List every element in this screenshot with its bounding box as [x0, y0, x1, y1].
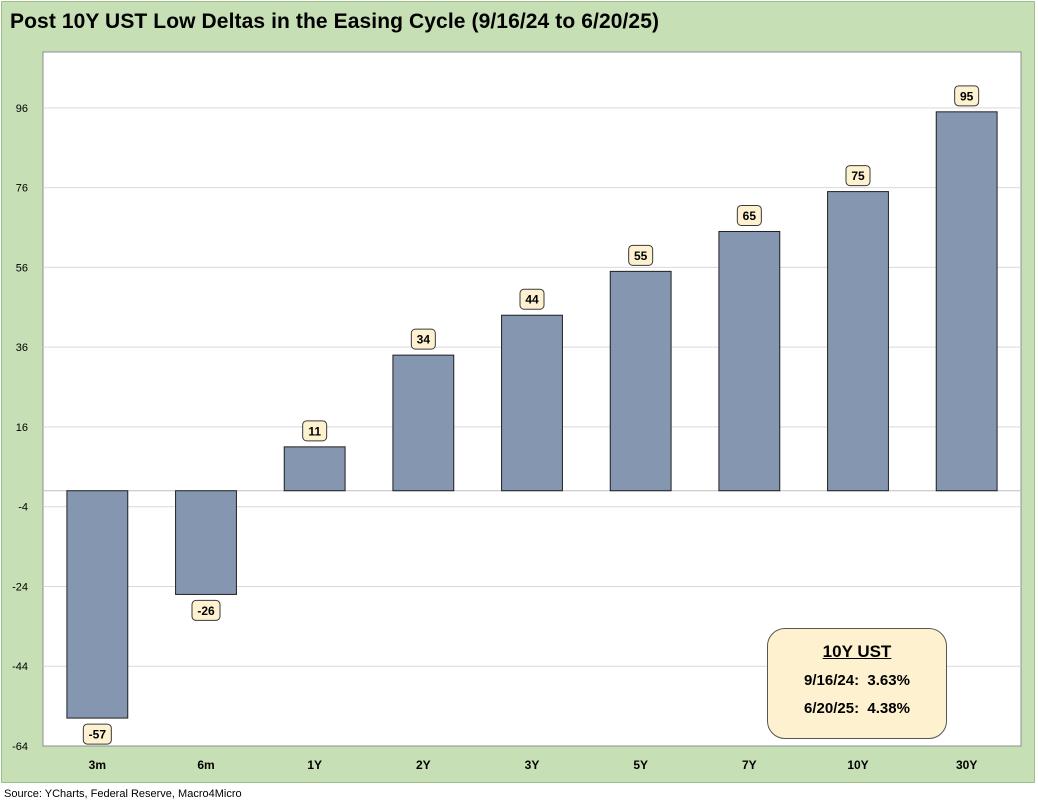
bar-3m	[66, 490, 129, 719]
data-label-text: 11	[308, 424, 321, 438]
bar-7Y	[718, 230, 781, 492]
bar-6m	[175, 490, 237, 595]
y-tick-label: -24	[12, 581, 28, 593]
data-label-text: -57	[89, 728, 107, 742]
data-label-text: 55	[634, 249, 648, 263]
data-label: 34	[410, 328, 436, 350]
chart-title: Post 10Y UST Low Deltas in the Easing Cy…	[10, 10, 660, 33]
bar-2Y	[392, 354, 455, 492]
x-tick-label: 7Y	[742, 758, 757, 772]
data-label: 65	[736, 204, 762, 226]
y-tick-label: -64	[12, 741, 28, 753]
data-label-box	[302, 420, 328, 442]
bar-3Y	[501, 314, 563, 492]
data-label-text: 65	[743, 209, 757, 223]
data-labels: -57 -26 11 34 44 55 65 75 95	[82, 85, 980, 745]
y-tick-label: 96	[16, 103, 28, 115]
y-tick-label: 16	[16, 422, 28, 434]
bar-30Y	[935, 111, 998, 492]
data-label-box	[191, 599, 221, 621]
data-label-box	[954, 85, 980, 107]
x-tick-label: 30Y	[956, 758, 977, 772]
data-label-box	[628, 244, 654, 266]
info-box-title: 10Y UST	[822, 642, 892, 661]
x-tick-label: 3m	[89, 758, 106, 772]
x-axis-ticks: 3m 6m 1Y 2Y 3Y 5Y 7Y 10Y 30Y	[89, 758, 978, 772]
data-label: 55	[628, 244, 654, 266]
data-label-box	[519, 288, 545, 310]
info-box-line-start: 9/16/24: 3.63%	[804, 672, 910, 689]
y-axis-ticks: 96 76 56 36 16 -4 -24 -44 -64	[12, 103, 28, 753]
x-tick-label: 2Y	[416, 758, 431, 772]
bar-1Y	[283, 446, 346, 492]
x-tick-label: 5Y	[633, 758, 648, 772]
data-label-box	[82, 723, 112, 745]
y-tick-label: 36	[16, 342, 28, 354]
y-tick-label: 76	[16, 183, 28, 195]
info-box-line-end: 6/20/25: 4.38%	[804, 700, 910, 717]
data-label: 75	[845, 165, 871, 187]
bar-5Y	[609, 270, 672, 492]
info-box: 10Y UST 9/16/24: 3.63% 6/20/25: 4.38%	[767, 628, 947, 739]
bars	[66, 111, 998, 719]
x-tick-label: 1Y	[307, 758, 322, 772]
x-tick-label: 3Y	[525, 758, 540, 772]
y-tick-label: -44	[12, 661, 28, 673]
data-label-text: 95	[960, 89, 974, 103]
data-label-text: 75	[851, 169, 865, 183]
data-label: -57	[82, 723, 112, 745]
data-label-text: -26	[197, 604, 215, 618]
data-label: 44	[519, 288, 545, 310]
data-label-box	[736, 204, 762, 226]
data-label: 11	[302, 420, 328, 442]
data-label: 95	[954, 85, 980, 107]
bar-10Y	[827, 191, 889, 492]
data-label-box	[845, 165, 871, 187]
data-label-text: 44	[525, 293, 539, 307]
x-tick-label: 10Y	[847, 758, 868, 772]
x-tick-label: 6m	[197, 758, 214, 772]
y-tick-label: -4	[18, 502, 28, 514]
data-label-box	[410, 328, 436, 350]
source-note: Source: YCharts, Federal Reserve, Macro4…	[4, 788, 242, 800]
data-label: -26	[191, 599, 221, 621]
y-tick-label: 56	[16, 262, 28, 274]
data-label-text: 34	[417, 333, 431, 347]
